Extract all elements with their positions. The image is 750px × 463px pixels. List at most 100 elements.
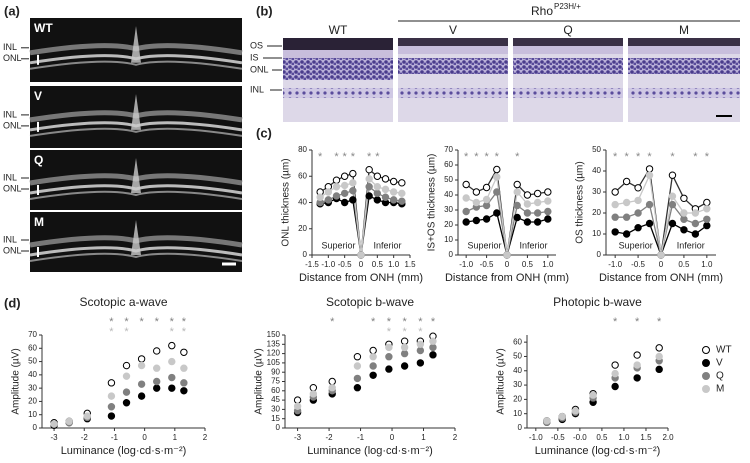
data-point — [533, 209, 542, 217]
data-point — [503, 251, 511, 259]
y-tick-label: 0 — [597, 250, 602, 259]
y-tick-label: 40 — [592, 166, 601, 175]
data-point — [429, 343, 437, 352]
data-point — [332, 183, 341, 191]
data-point — [611, 188, 619, 196]
significance-star: * — [109, 316, 114, 328]
data-point — [381, 193, 390, 201]
data-point — [400, 343, 409, 352]
data-point — [543, 417, 551, 425]
data-point — [168, 341, 176, 350]
data-point — [365, 192, 373, 200]
y-tick-label: 0 — [518, 423, 523, 432]
data-point — [107, 412, 116, 420]
inl-layer — [513, 88, 623, 98]
layer-label: IS — [250, 52, 259, 62]
chart-title: Scotopic b-wave — [326, 295, 414, 309]
significance-star: * — [334, 151, 339, 163]
data-point — [168, 384, 176, 392]
column-label: M — [679, 23, 689, 37]
layer-label: INL — [3, 109, 17, 119]
data-point — [544, 215, 552, 223]
data-point — [153, 384, 161, 392]
data-point — [353, 384, 362, 392]
y-tick-label: 10 — [592, 229, 601, 238]
significance-star: * — [431, 316, 436, 328]
data-point — [416, 359, 425, 367]
data-point — [691, 230, 700, 238]
y-tick-label: 50 — [28, 357, 37, 366]
data-point — [462, 194, 470, 202]
significance-star: * — [484, 151, 489, 163]
data-point — [122, 361, 131, 370]
y-tick-label: 50 — [592, 145, 601, 154]
data-point — [398, 179, 406, 187]
region-label: Inferior — [373, 240, 401, 250]
data-point — [340, 189, 349, 198]
x-tick-label: -2 — [326, 433, 334, 442]
significance-star: * — [613, 151, 618, 163]
significance-star: * — [647, 151, 652, 163]
significance-star: * — [182, 316, 187, 328]
optic-nerve — [131, 220, 141, 255]
data-point — [634, 224, 642, 232]
data-point — [122, 372, 131, 380]
significance-star: * — [182, 326, 187, 338]
data-point — [369, 353, 377, 361]
data-point — [622, 213, 631, 221]
column-label: WT — [329, 23, 348, 37]
significance-star: * — [351, 151, 356, 163]
chart-title: Photopic b-wave — [553, 295, 642, 309]
y-tick-label: 30 — [592, 187, 601, 196]
optic-nerve — [131, 158, 141, 193]
data-point — [482, 183, 491, 192]
data-point — [622, 198, 631, 207]
data-point — [691, 209, 700, 217]
data-point — [349, 196, 357, 204]
data-point — [332, 192, 341, 200]
data-point — [691, 219, 700, 228]
data-point — [533, 189, 542, 198]
os-layer — [283, 38, 393, 50]
oct-band — [29, 127, 243, 137]
y-axis-label: ONL thickness (µm) — [281, 158, 292, 246]
inl-layer — [398, 88, 508, 98]
data-point — [513, 180, 521, 189]
significance-star: * — [402, 326, 407, 338]
x-tick-label: 0 — [359, 260, 364, 269]
y-tick-label: 50 — [513, 352, 522, 361]
group-label: Rho — [531, 4, 553, 18]
legend-marker — [702, 372, 710, 380]
x-tick-label: -1.0 — [608, 260, 622, 269]
data-point — [668, 171, 677, 179]
y-tick-label: 50 — [444, 175, 453, 184]
data-point — [349, 186, 357, 195]
data-point — [107, 379, 116, 387]
significance-star: * — [418, 316, 423, 328]
x-tick-label: 1.5 — [640, 433, 652, 442]
data-point — [416, 340, 425, 348]
data-point — [680, 226, 688, 234]
x-axis-label: Distance from ONH (mm) — [299, 272, 423, 284]
layer-label: INL — [250, 84, 264, 94]
data-point — [65, 417, 73, 426]
layer-label: ONL — [3, 120, 22, 130]
x-tick-label: 1 — [173, 433, 178, 442]
os-layer — [398, 38, 508, 46]
x-tick-label: 0.5 — [678, 260, 690, 269]
data-point — [634, 209, 642, 217]
data-point — [645, 200, 654, 209]
region-label: Inferior — [519, 240, 547, 250]
oct-band — [29, 252, 243, 262]
data-point — [611, 213, 619, 221]
data-point — [668, 219, 677, 228]
y-tick-label: 30 — [271, 405, 280, 414]
x-axis-label: Luminance (log·cd·s·m⁻²) — [307, 445, 433, 457]
data-point — [369, 346, 377, 355]
data-point — [611, 200, 619, 209]
data-point — [400, 362, 409, 370]
data-point — [544, 188, 552, 196]
data-point — [365, 165, 373, 174]
y-tick-label: 20 — [592, 208, 601, 217]
data-point — [633, 361, 641, 369]
